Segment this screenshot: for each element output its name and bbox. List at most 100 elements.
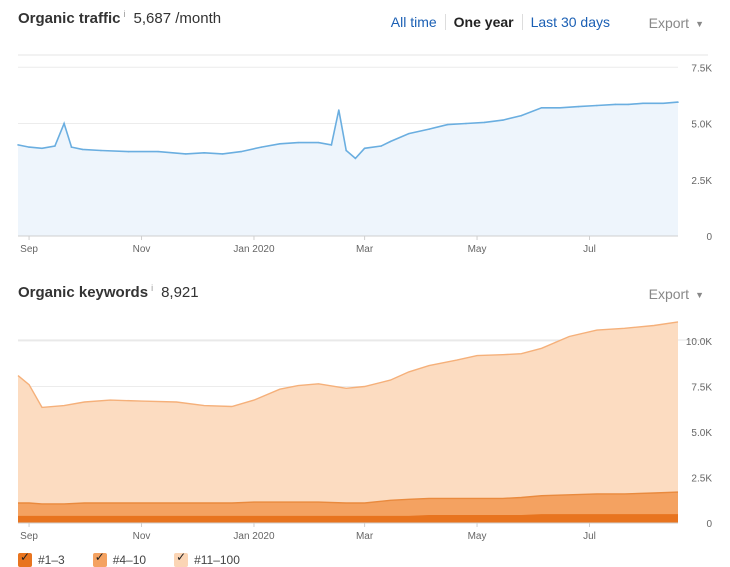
traffic-point [577,105,580,108]
traffic-point [446,123,449,126]
traffic-point [330,144,333,146]
traffic-point [483,121,486,124]
chevron-down-icon: ▼ [695,290,704,300]
traffic-point [240,150,242,153]
traffic-point [337,109,340,111]
traffic-point [278,142,281,145]
y-tick-label: 2.5K [691,474,712,485]
legend-swatch-4-10: ✓ [92,550,107,567]
x-tick-label: Jul [583,531,596,542]
y-tick-label: 7.5K [691,383,712,394]
range-one-year[interactable]: One year [446,14,523,30]
traffic-point [260,146,263,148]
traffic-value: 5,687 /month [133,10,222,27]
y-tick-label: 10.0K [686,337,712,348]
keywords-area-11-100 [18,321,678,504]
traffic-point [221,153,224,155]
check-icon: ✓ [20,550,31,564]
traffic-point [28,146,30,148]
check-icon: ✓ [94,550,105,564]
legend-item-4-10[interactable]: ✓ #4–10 [92,550,147,567]
traffic-point [297,141,300,144]
traffic-export-button[interactable]: Export ▼ [649,15,704,31]
x-tick-label: Sep [20,531,38,542]
legend-label-11-100: #11–100 [194,553,240,567]
chevron-down-icon: ▼ [695,19,704,29]
traffic-header: Organic traffic i 5,687 /month [18,9,222,27]
traffic-point [54,145,56,147]
traffic-point [642,102,644,105]
x-tick-label: Nov [133,531,151,542]
legend-swatch-11-100: ✓ [174,550,189,567]
y-tick-label: 5.0K [691,120,712,131]
x-tick-label: May [468,531,487,542]
legend-item-top3[interactable]: ✓ #1–3 [18,550,65,567]
x-tick-label: Sep [20,244,38,255]
legend-label-top3: #1–3 [38,553,65,567]
traffic-point [465,122,467,125]
keywords-line-11-100 [17,321,679,409]
keywords-chart: 10.0K 7.5K 5.0K 2.5K 0 Sep Nov Jan 2020 Mar May Ju… [17,321,712,542]
keywords-line-top3 [18,514,678,518]
traffic-title: Organic traffic [18,10,121,27]
x-tick-label: Mar [356,244,374,255]
traffic-point [203,151,206,154]
traffic-point [520,114,523,117]
legend-item-11-100[interactable]: ✓ #11–100 [174,550,240,567]
check-icon: ✓ [176,550,187,564]
traffic-point [317,141,320,144]
traffic-export-label: Export [648,15,690,31]
traffic-point [354,157,357,160]
range-all-time[interactable]: All time [383,14,446,30]
y-tick-label: 0 [706,519,712,530]
traffic-point [380,145,382,147]
x-tick-label: May [468,244,487,255]
traffic-point [81,148,84,151]
traffic-point [127,150,130,153]
traffic-point [408,132,410,135]
keywords-header: Organic keywords i 8,921 [18,283,199,301]
keywords-title: Organic keywords [18,284,149,301]
traffic-point [428,128,430,130]
traffic-point [17,144,19,146]
range-last-30-days[interactable]: Last 30 days [530,14,610,30]
legend-label-4-10: #4–10 [112,553,147,567]
x-tick-label: Mar [356,531,374,542]
keywords-export-button[interactable]: Export ▼ [649,286,704,302]
x-tick-label: Jan 2020 [233,531,275,542]
keywords-value: 8,921 [161,284,199,301]
y-tick-label: 2.5K [691,176,712,187]
traffic-info-icon[interactable]: i [123,9,126,19]
traffic-point [41,147,43,150]
traffic-point [627,103,630,106]
y-tick-label: 7.5K [691,63,712,74]
y-tick-label: 5.0K [691,428,712,439]
traffic-point [100,149,102,152]
x-tick-label: Jul [583,244,596,255]
traffic-point [614,103,617,106]
traffic-point [157,150,159,153]
keywords-export-label: Export [648,286,690,302]
traffic-point [596,104,598,107]
traffic-point [184,153,187,155]
traffic-area [18,102,678,236]
traffic-point [502,119,504,121]
x-tick-label: Jan 2020 [233,244,275,255]
keywords-line-4-10 [18,491,679,505]
traffic-point [559,106,561,109]
traffic-point [345,149,347,152]
traffic-point [389,140,392,143]
keywords-legend: ✓ #1–3 ✓ #4–10 ✓ #11–100 [18,550,268,567]
traffic-point [363,147,366,150]
legend-swatch-top3: ✓ [18,550,32,567]
keywords-info-icon[interactable]: i [151,283,154,293]
traffic-point [70,146,73,148]
traffic-point [662,102,665,105]
x-tick-label: Nov [133,244,151,255]
range-selector: All time One year Last 30 days [383,14,618,30]
traffic-point [677,101,679,103]
traffic-chart: 7.5K 5.0K 2.5K 0 Sep Nov Jan 2020 Mar May Jul [17,54,712,255]
traffic-point [63,122,65,125]
y-tick-label: 0 [706,232,712,243]
traffic-point [540,106,543,109]
